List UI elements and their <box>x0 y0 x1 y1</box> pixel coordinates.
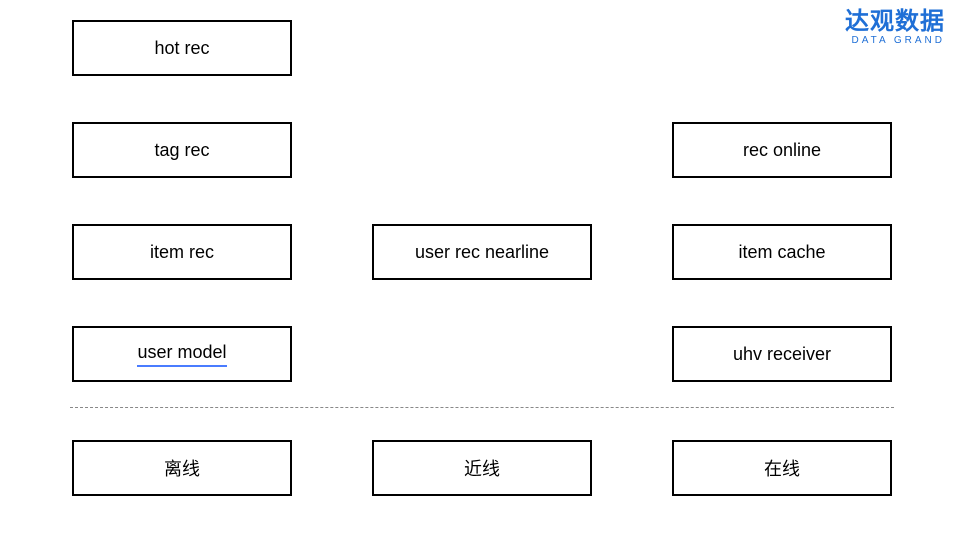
box-hot-rec: hot rec <box>72 20 292 76</box>
label-user-rec-nearline: user rec nearline <box>415 242 549 263</box>
label-rec-online: rec online <box>743 140 821 161</box>
label-uhv-receiver: uhv receiver <box>733 344 831 365</box>
diagram-canvas: 达观数据 DATA GRAND hot rec tag rec item rec… <box>0 0 963 545</box>
section-divider <box>70 407 894 408</box>
label-online: 在线 <box>764 455 800 481</box>
brand-name-en: DATA GRAND <box>845 36 945 46</box>
brand-name-cn: 达观数据 <box>845 10 945 34</box>
label-item-rec: item rec <box>150 242 214 263</box>
label-tag-rec: tag rec <box>154 140 209 161</box>
box-tag-rec: tag rec <box>72 122 292 178</box>
label-user-model: user model <box>137 342 226 367</box>
box-item-rec: item rec <box>72 224 292 280</box>
box-uhv-receiver: uhv receiver <box>672 326 892 382</box>
brand-logo: 达观数据 DATA GRAND <box>845 10 945 46</box>
box-user-rec-nearline: user rec nearline <box>372 224 592 280</box>
label-nearline: 近线 <box>464 455 500 481</box>
box-online: 在线 <box>672 440 892 496</box>
box-user-model: user model <box>72 326 292 382</box>
label-offline: 离线 <box>164 455 200 481</box>
label-hot-rec: hot rec <box>154 38 209 59</box>
box-offline: 离线 <box>72 440 292 496</box>
box-item-cache: item cache <box>672 224 892 280</box>
box-nearline: 近线 <box>372 440 592 496</box>
label-item-cache: item cache <box>738 242 825 263</box>
box-rec-online: rec online <box>672 122 892 178</box>
